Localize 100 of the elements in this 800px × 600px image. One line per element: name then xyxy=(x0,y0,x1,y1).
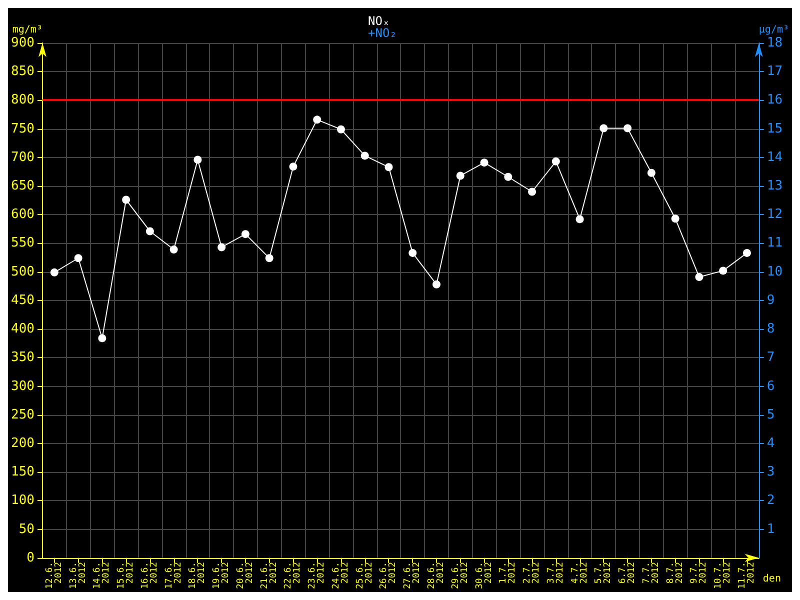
point xyxy=(360,152,369,160)
x-tick-label: 29.6. 2012 xyxy=(450,562,470,589)
x-tick-label: 9.7. 2012 xyxy=(690,562,709,584)
chart-subtitle: +NO₂ xyxy=(368,26,397,40)
x-tick-label: 14.6. 2012 xyxy=(92,562,112,589)
y2-tick-label: 8 xyxy=(766,322,775,337)
point xyxy=(265,254,274,262)
point xyxy=(624,124,632,132)
point xyxy=(576,215,584,224)
point xyxy=(122,196,130,204)
y-tick-label: 350 xyxy=(10,350,34,366)
point xyxy=(74,254,82,262)
x-tick-label: 8.7. 2012 xyxy=(666,562,685,584)
point xyxy=(98,334,106,342)
y2-tick-label: 10 xyxy=(766,264,783,280)
y2-tick-label: 14 xyxy=(766,150,783,165)
point xyxy=(528,188,536,196)
point xyxy=(313,116,322,124)
x-tick-label: 2.7. 2012 xyxy=(522,562,542,584)
point xyxy=(289,162,298,171)
y2-tick-label: 9 xyxy=(766,292,775,308)
x-tick-label: 18.6. 2012 xyxy=(188,562,208,589)
x-tick-label: 5.7. 2012 xyxy=(594,562,614,584)
y-tick-label: 850 xyxy=(10,64,34,80)
x-tick-label: 17.6. 2012 xyxy=(164,562,184,589)
y-tick-label: 500 xyxy=(10,264,34,280)
y-tick-label: 200 xyxy=(10,436,34,451)
x-tick-label: 27.6. 2012 xyxy=(403,562,422,589)
y-tick-label: 900 xyxy=(10,36,34,50)
point xyxy=(719,266,728,275)
y2-tick-label: 17 xyxy=(766,64,783,80)
x-tick-label: 3.7. 2012 xyxy=(546,562,566,584)
y2-tick-label: 2 xyxy=(766,493,775,508)
y-tick-label: 550 xyxy=(10,236,34,251)
y-tick-label: 150 xyxy=(10,464,34,480)
point xyxy=(552,157,560,166)
y2-tick-label: 13 xyxy=(766,178,783,194)
y-tick-label: 400 xyxy=(10,322,34,337)
point xyxy=(432,280,441,288)
x-tick-label: 15.6. 2012 xyxy=(116,562,136,589)
x-tick-label: 19.6. 2012 xyxy=(212,562,232,589)
point xyxy=(218,243,226,252)
point xyxy=(384,163,393,172)
point xyxy=(504,172,512,181)
point xyxy=(241,230,250,238)
x-axis-title: den xyxy=(762,573,781,584)
chart-title: NOₓ xyxy=(368,14,390,28)
x-tick-label: 22.6. 2012 xyxy=(284,562,303,589)
point xyxy=(194,156,202,164)
point xyxy=(647,168,656,177)
y-tick-label: 100 xyxy=(10,493,34,508)
y-axis-title: mg/m³ xyxy=(12,24,42,36)
point xyxy=(408,248,417,257)
y-tick-label: 750 xyxy=(10,121,34,136)
y-tick-label: 600 xyxy=(10,207,34,222)
y-tick-label: 50 xyxy=(18,522,34,537)
y2-tick-label: 7 xyxy=(766,350,775,366)
x-tick-label: 10.7. 2012 xyxy=(714,562,733,589)
y2-tick-label: 18 xyxy=(766,36,783,50)
y2-tick-label: 6 xyxy=(766,378,775,394)
y-tick-label: 650 xyxy=(10,178,34,194)
y2-tick-label: 5 xyxy=(766,407,775,422)
point xyxy=(456,172,464,180)
point xyxy=(170,246,178,254)
point xyxy=(695,273,704,281)
point xyxy=(50,268,58,276)
x-tick-label: 7.7. 2012 xyxy=(642,562,661,584)
x-tick-label: 21.6. 2012 xyxy=(260,562,279,589)
y2-tick-label: 3 xyxy=(766,464,775,480)
point xyxy=(671,214,680,223)
y-tick-label: 800 xyxy=(10,92,34,108)
x-tick-label: 13.6. 2012 xyxy=(68,562,88,589)
y-tick-label: 450 xyxy=(10,292,34,308)
x-tick-label: 28.6. 2012 xyxy=(427,562,446,589)
y2-tick-label: 4 xyxy=(766,436,775,451)
point xyxy=(600,124,608,132)
x-tick-label: 24.6. 2012 xyxy=(331,562,350,589)
x-tick-label: 23.6. 2012 xyxy=(308,562,327,589)
x-tick-label: 30.6. 2012 xyxy=(474,562,494,589)
y2-tick-label: 11 xyxy=(766,236,783,251)
y2-axis-title: µg/m³ xyxy=(758,24,790,36)
point xyxy=(146,227,154,236)
y2-tick-label: 12 xyxy=(766,207,783,222)
x-tick-label: 1.7. 2012 xyxy=(498,562,518,584)
y-tick-label: 0 xyxy=(26,550,34,566)
y-tick-label: 700 xyxy=(10,150,34,165)
point xyxy=(480,158,488,167)
x-tick-label: 20.6. 2012 xyxy=(236,562,255,589)
x-tick-label: 12.6. 2012 xyxy=(44,562,64,589)
x-tick-label: 16.6. 2012 xyxy=(140,562,160,589)
y2-tick-label: 16 xyxy=(766,92,783,108)
point xyxy=(742,248,751,257)
y2-tick-label: 1 xyxy=(766,522,775,537)
x-tick-label: 6.7. 2012 xyxy=(618,562,638,584)
y-tick-label: 250 xyxy=(10,407,34,422)
x-tick-label: 25.6. 2012 xyxy=(355,562,374,589)
x-tick-label: 26.6. 2012 xyxy=(379,562,398,589)
point xyxy=(336,125,345,134)
x-tick-label: 4.7. 2012 xyxy=(570,562,590,584)
y-tick-label: 300 xyxy=(10,378,34,394)
